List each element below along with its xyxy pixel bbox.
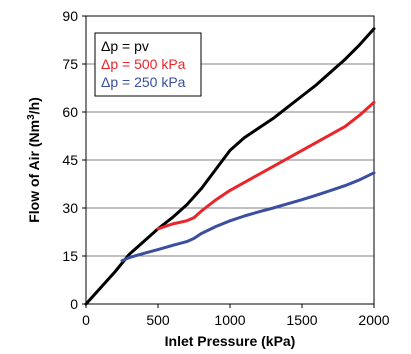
- y-axis-title-superscript: 3: [26, 114, 37, 120]
- y-tick-label: 30: [62, 200, 78, 216]
- legend-entry-3: Δp = 250 kPa: [101, 74, 186, 90]
- x-tick-label: 500: [146, 312, 170, 328]
- y-tick-label: 0: [70, 296, 78, 312]
- y-axis-title: Flow of Air (Nm3/h): [26, 97, 42, 223]
- y-tick-label: 60: [62, 104, 78, 120]
- legend-items: Δp = pv Δp = 500 kPa Δp = 250 kPa: [101, 38, 186, 90]
- series-line-1: [84, 27, 376, 306]
- y-tick-label: 15: [62, 248, 78, 264]
- y-axis-title-main: Flow of Air (Nm: [26, 120, 42, 223]
- series-line-2: [156, 100, 376, 231]
- legend: Δp = pv Δp = 500 kPa Δp = 250 kPa: [94, 32, 202, 97]
- x-axis-title: Inlet Pressure (kPa): [165, 333, 296, 349]
- x-tick-label: 1000: [214, 312, 245, 328]
- y-tick-label: 90: [62, 8, 78, 24]
- x-tick-label: 2000: [358, 312, 389, 328]
- x-tick-label: 0: [82, 312, 90, 328]
- x-tick-label: 1500: [286, 312, 317, 328]
- legend-entry-1: Δp = pv: [101, 38, 149, 54]
- y-tick-label: 75: [62, 56, 78, 72]
- y-tick-label: 45: [62, 152, 78, 168]
- series-layer: [84, 27, 376, 306]
- series-line-3: [120, 171, 376, 263]
- legend-box: [94, 32, 202, 97]
- tick-layer: 0 15 30 45 60 75 90 0 500 1000 1500 2000: [62, 8, 389, 328]
- legend-entry-2: Δp = 500 kPa: [101, 56, 186, 72]
- y-axis-title-end: /h): [26, 97, 42, 114]
